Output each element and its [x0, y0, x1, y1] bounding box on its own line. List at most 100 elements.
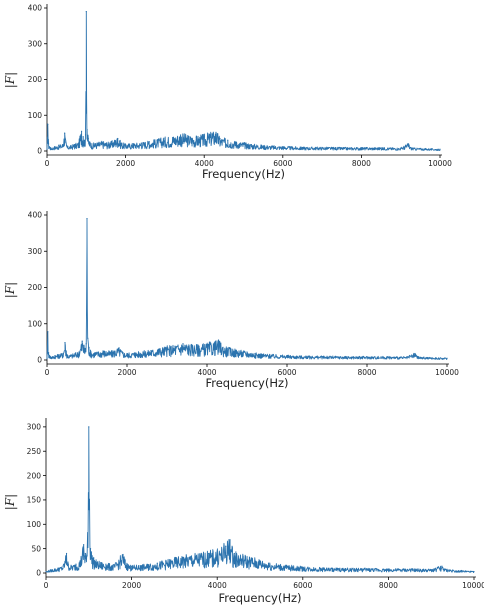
data-point [83, 344, 85, 347]
data-point [443, 568, 445, 570]
data-point [323, 567, 325, 569]
data-point [93, 143, 95, 145]
data-point [250, 557, 253, 559]
data-point [142, 351, 144, 353]
data-point [46, 148, 48, 150]
y-tick-label: 0 [37, 356, 42, 365]
data-point [214, 342, 216, 344]
y-tick-label: 100 [28, 111, 43, 120]
data-point [380, 147, 382, 149]
y-tick-label: 200 [28, 75, 43, 84]
x-tick-label: 10000 [462, 581, 484, 590]
data-point [58, 145, 60, 147]
data-point [346, 356, 348, 358]
data-point [411, 147, 414, 149]
data-point [430, 568, 432, 571]
data-point [77, 142, 80, 144]
data-point [82, 136, 84, 138]
data-point [88, 426, 90, 428]
data-point [81, 340, 83, 342]
data-point [124, 560, 126, 562]
data-point [302, 566, 304, 568]
data-point [148, 141, 150, 143]
y-tick-label: 150 [27, 496, 42, 505]
data-point [96, 561, 98, 563]
data-point [190, 555, 193, 557]
data-point [90, 351, 92, 353]
data-point [306, 355, 308, 357]
data-point [172, 136, 174, 139]
data-point [286, 355, 288, 357]
data-point [65, 552, 68, 555]
data-point [387, 568, 389, 570]
data-point [48, 355, 51, 357]
data-point [406, 356, 408, 358]
data-point [446, 357, 448, 359]
data-point [198, 345, 200, 347]
data-point [233, 552, 235, 555]
data-point [259, 560, 261, 562]
spectrum-line [46, 11, 441, 151]
data-point [414, 352, 416, 355]
data-point [270, 354, 272, 356]
data-point [125, 143, 127, 146]
data-point [341, 147, 343, 149]
data-point [150, 349, 152, 352]
data-point [89, 548, 92, 550]
data-point [113, 564, 116, 566]
data-point [131, 565, 133, 567]
data-point [47, 143, 50, 145]
data-point [86, 128, 88, 131]
data-point [65, 141, 67, 143]
x-tick-label: 0 [44, 581, 49, 590]
data-point [65, 350, 67, 352]
data-point [101, 141, 103, 143]
data-point [94, 352, 96, 354]
data-point [235, 141, 237, 143]
data-point [89, 142, 91, 144]
data-point [419, 147, 421, 150]
data-point [47, 123, 49, 125]
data-point [110, 351, 112, 353]
data-point [254, 352, 256, 355]
data-point [119, 140, 121, 142]
data-point [386, 356, 388, 358]
data-point [326, 355, 328, 357]
data-point [267, 562, 270, 564]
data-point [173, 558, 175, 560]
data-point [409, 568, 411, 570]
data-point [165, 560, 167, 562]
y-tick-label: 50 [31, 544, 41, 553]
data-point [54, 355, 56, 357]
data-point [426, 356, 428, 359]
data-point [105, 563, 107, 565]
data-point [70, 354, 72, 356]
data-point [69, 145, 72, 147]
data-point [231, 548, 233, 550]
data-point [102, 350, 104, 352]
y-tick-label: 300 [27, 423, 42, 432]
data-point [203, 135, 205, 137]
x-tick-label: 4000 [195, 159, 214, 168]
data-point [400, 147, 402, 149]
x-tick-label: 8000 [357, 368, 376, 377]
data-point [122, 352, 124, 354]
data-point [132, 143, 135, 145]
data-point [156, 562, 158, 564]
data-point [53, 568, 56, 570]
data-point [126, 563, 128, 565]
data-point [156, 139, 158, 141]
data-point [74, 352, 76, 355]
data-point [418, 356, 420, 358]
y-tick-label: 400 [28, 4, 43, 13]
x-axis-label: Frequency(Hz) [218, 591, 301, 605]
data-point [73, 143, 76, 146]
x-tick-label: 8000 [379, 581, 398, 590]
x-tick-label: 10000 [435, 368, 459, 377]
data-point [79, 560, 81, 562]
data-point [238, 350, 240, 352]
data-point [452, 569, 454, 571]
x-tick-label: 2000 [116, 159, 135, 168]
x-tick-label: 2000 [122, 581, 141, 590]
spectrum-line [45, 426, 475, 574]
